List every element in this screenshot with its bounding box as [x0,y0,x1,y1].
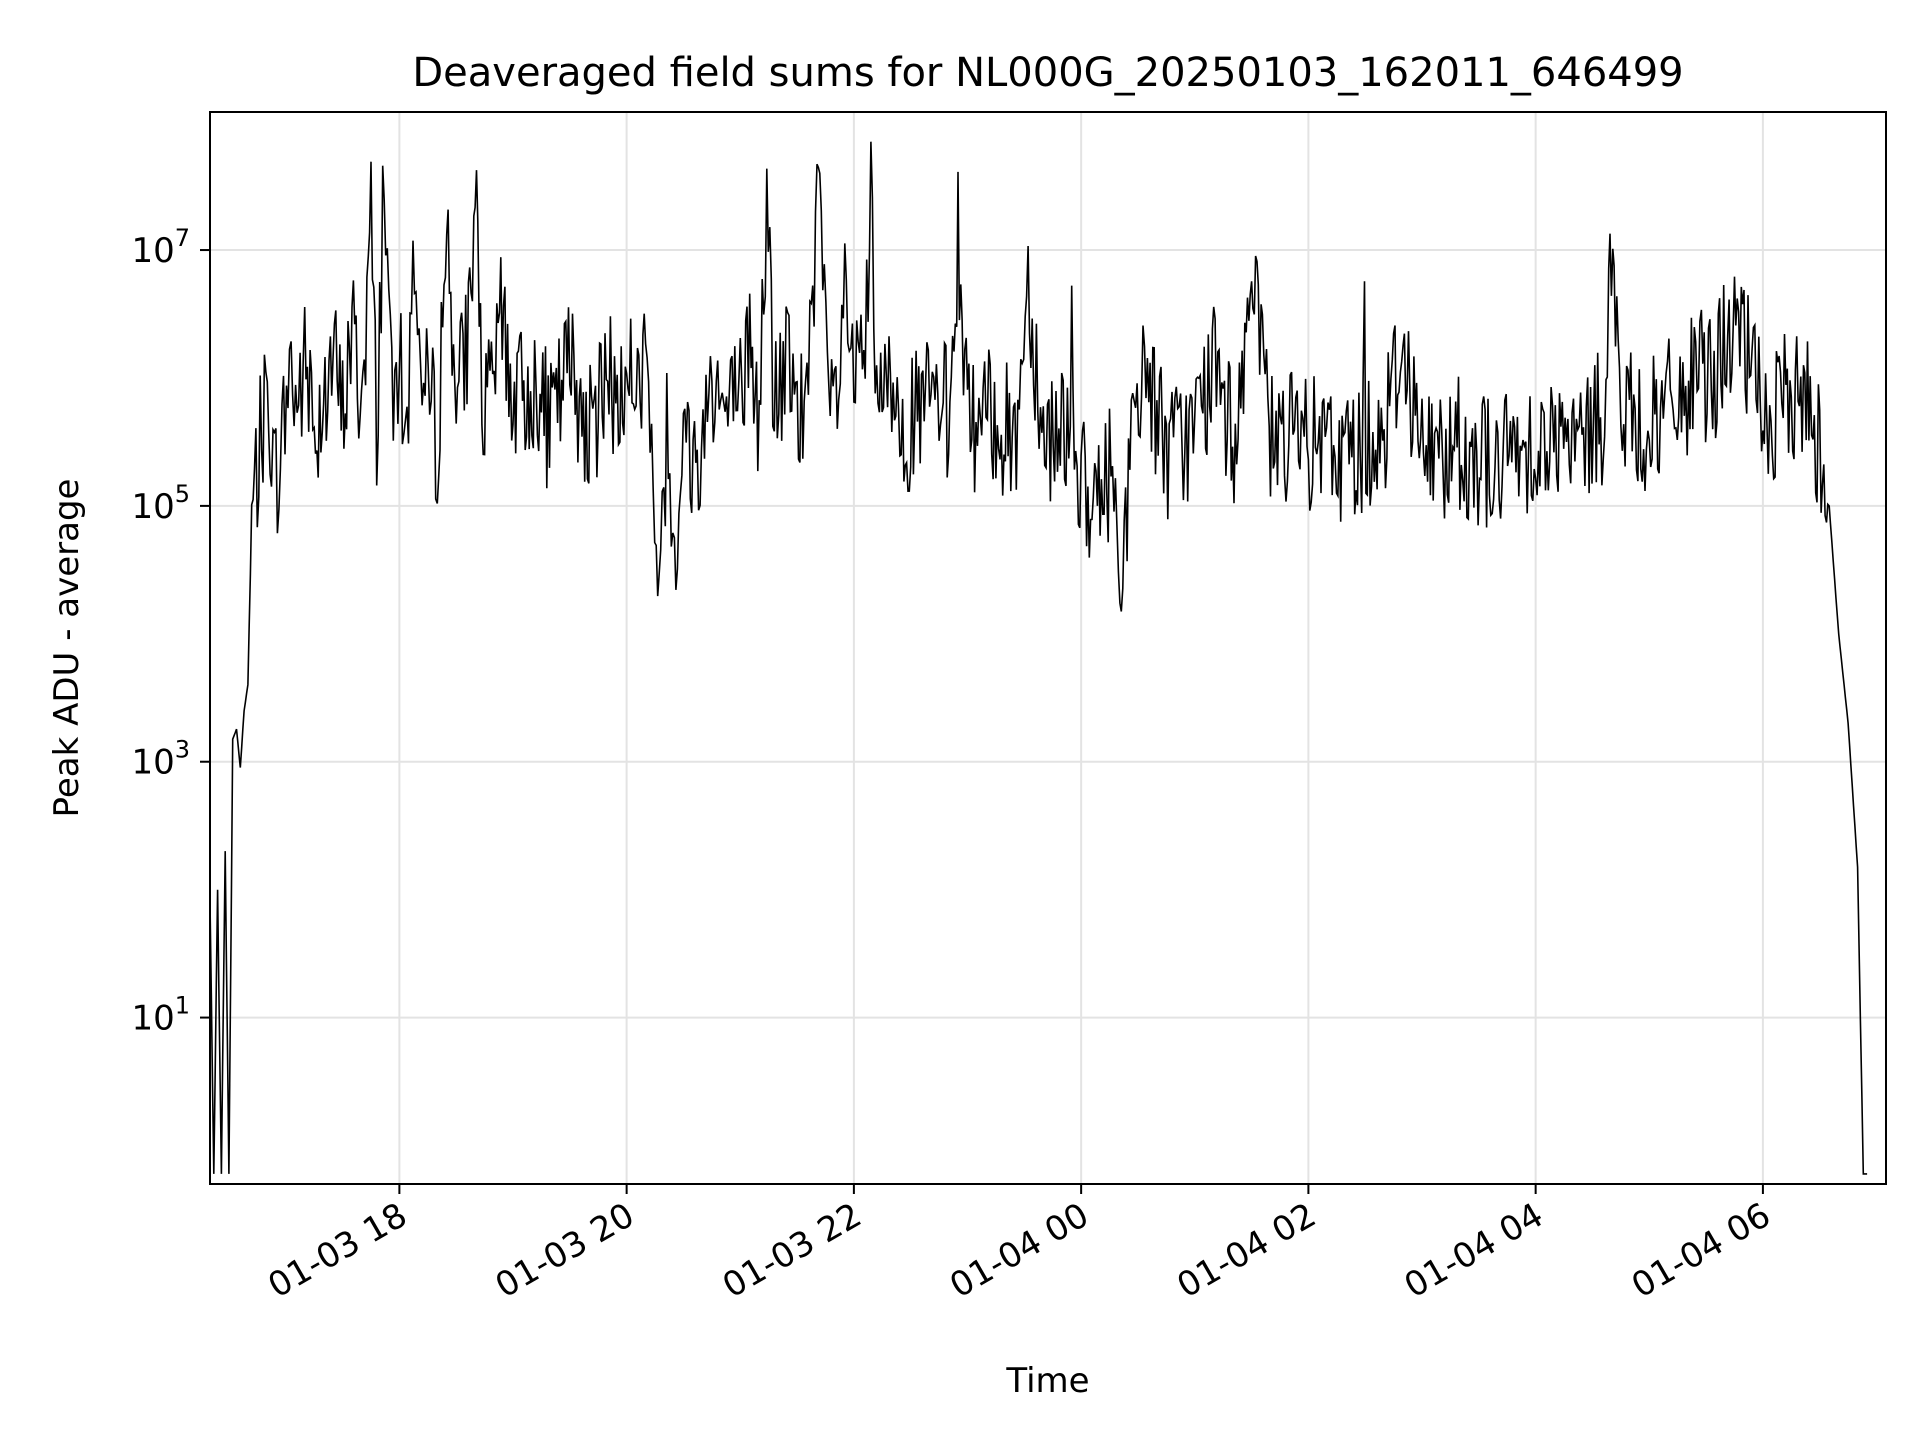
plot-area [210,141,1868,1175]
y-tick-label: 105 [131,480,190,527]
y-tick-label: 107 [131,224,190,271]
chart-title: Deaveraged field sums for NL000G_2025010… [412,50,1683,96]
y-axis: 101 103 105 107 [131,224,210,1039]
y-tick-label: 101 [131,992,190,1039]
x-axis-label: Time [1005,1361,1089,1401]
series-line [210,141,1868,1175]
plot-frame [209,111,1887,1185]
y-tick-label: 103 [131,736,190,783]
y-axis-label: Peak ADU - average [47,479,87,818]
grid [210,112,1886,1184]
